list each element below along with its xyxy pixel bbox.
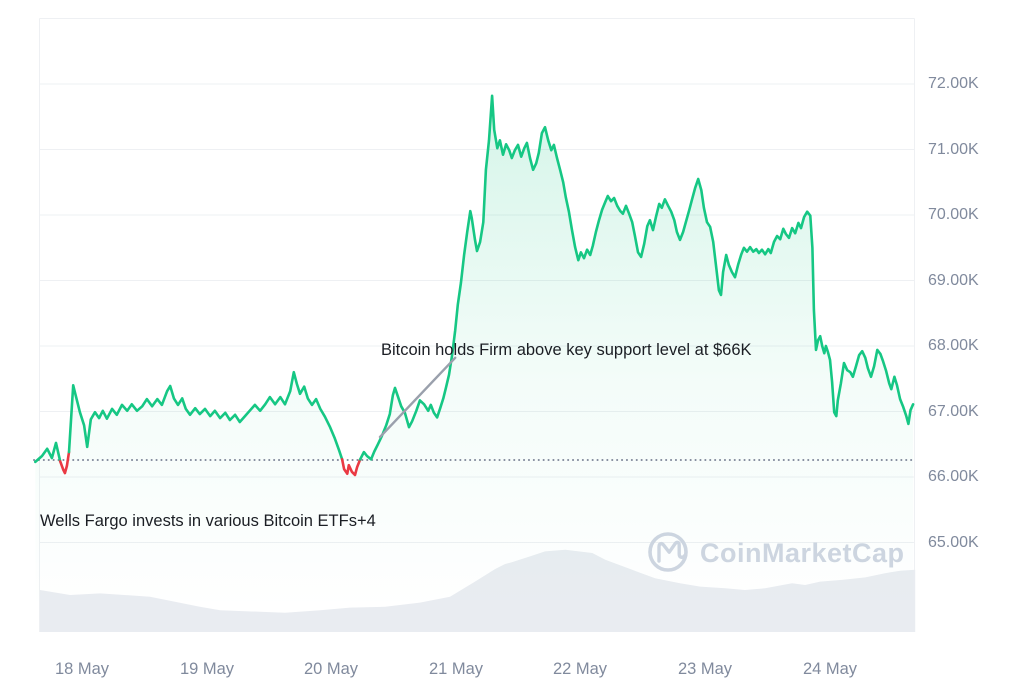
x-axis-label: 20 May [303,660,359,678]
x-axis-label: 24 May [802,660,858,678]
y-axis-label: 70.00K [928,206,979,223]
price-line-up-segment [67,370,344,461]
annotation-pointer-line [378,356,457,439]
x-axis-label: 19 May [179,660,235,678]
x-axis-label: 18 May [54,660,110,678]
x-axis-label: 22 May [552,660,608,678]
price-area-fill [35,95,914,633]
price-line-down-segment [58,450,71,475]
y-axis-label: 65.00K [928,534,979,551]
y-axis-label: 67.00K [928,403,979,420]
news-annotation-wells-fargo[interactable]: Wells Fargo invests in various Bitcoin E… [40,512,376,530]
y-axis-label: 66.00K [928,468,979,485]
y-axis-label: 72.00K [928,75,979,92]
x-axis-label: 23 May [677,660,733,678]
price-line-up-segment [358,94,915,461]
y-axis-label: 71.00K [928,141,979,158]
news-annotation-support-level[interactable]: Bitcoin holds Firm above key support lev… [381,341,752,359]
price-line-up-segment [34,441,62,464]
x-axis-label: 21 May [428,660,484,678]
price-line-down-segment [340,458,362,477]
y-axis-label: 69.00K [928,272,979,289]
price-series-layer [33,94,915,633]
y-axis-label: 68.00K [928,337,979,354]
